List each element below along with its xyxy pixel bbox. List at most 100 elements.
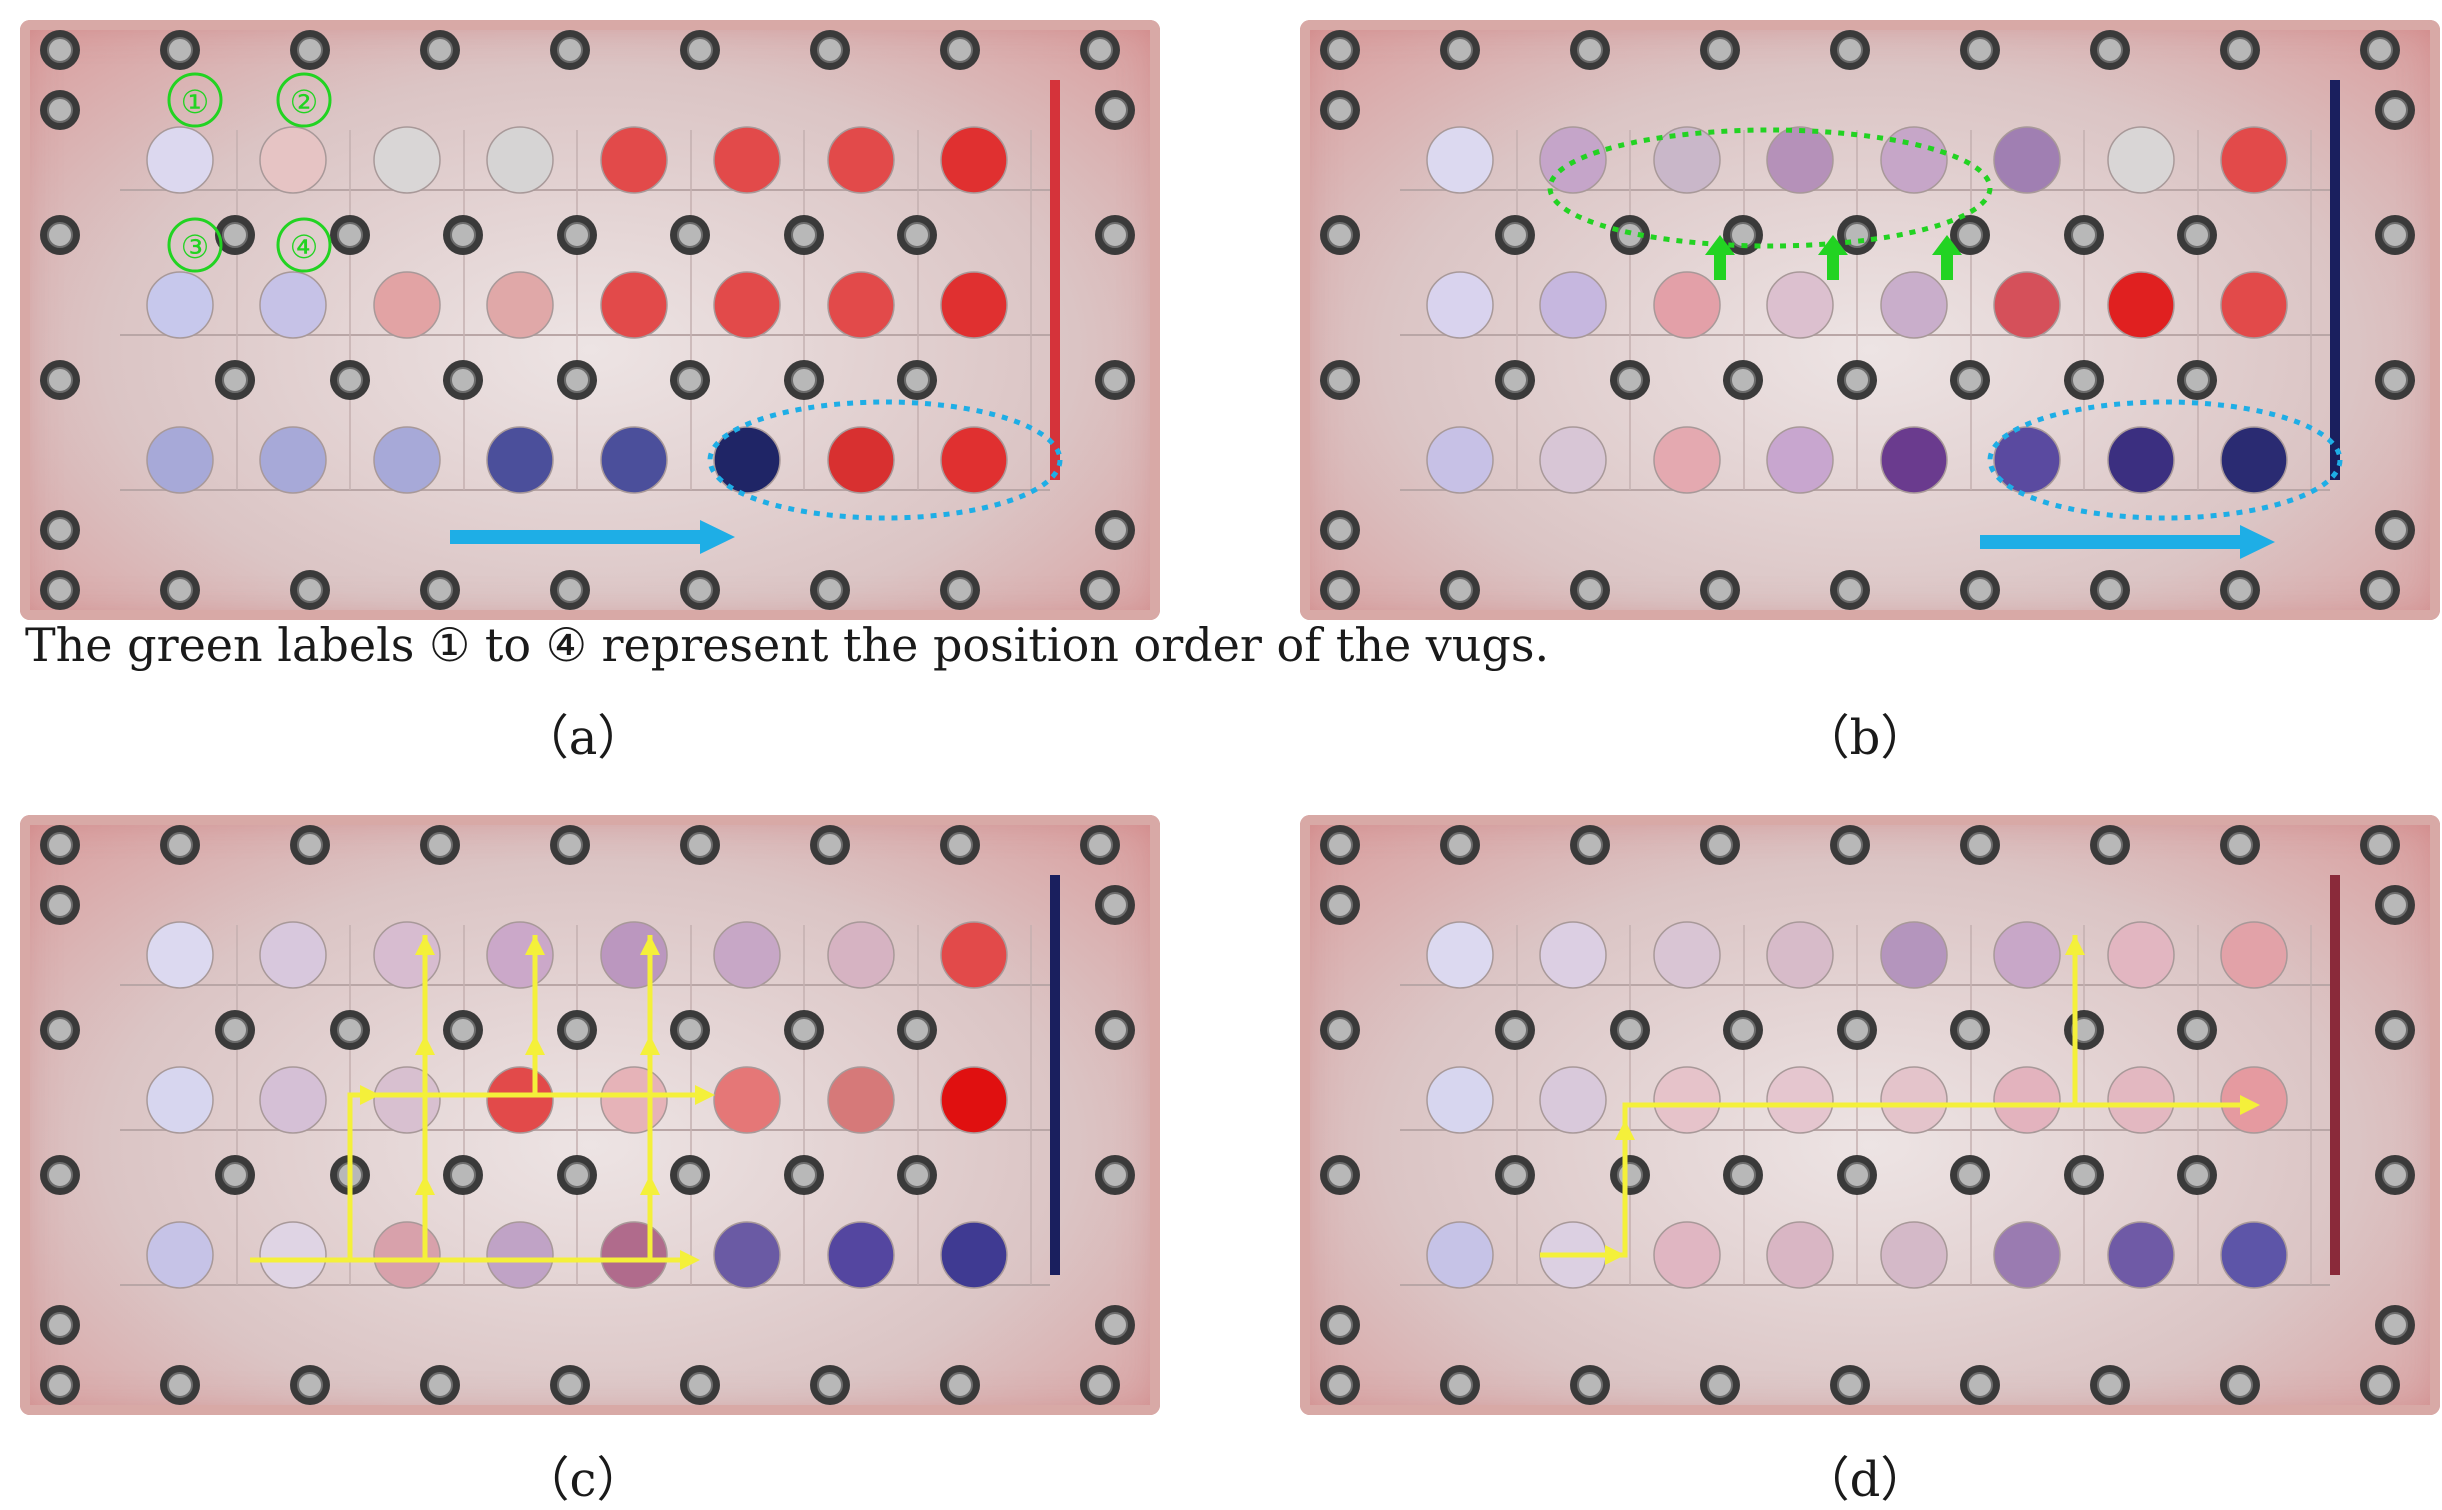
bolt-icon: [1095, 90, 1135, 130]
bolt-icon: [2375, 1155, 2415, 1195]
bolt-icon: [784, 360, 824, 400]
vug: [827, 426, 895, 494]
vug: [1993, 1221, 2061, 1289]
panel-b-photo: [1300, 20, 2440, 620]
yellow-flow-paths-c: [250, 935, 695, 1263]
vug-labels-a: ① ② ③ ④: [167, 72, 332, 273]
vug: [1539, 921, 1607, 989]
bolt-icon: [40, 510, 80, 550]
bolt-icon: [2375, 510, 2415, 550]
vug: [259, 271, 327, 339]
vug: [486, 1221, 554, 1289]
caption-a: （a）: [520, 710, 646, 766]
vug: [1426, 271, 1494, 339]
bolt-icon: [670, 1155, 710, 1195]
bolt-icon: [2360, 825, 2400, 865]
bolt-icon: [2090, 825, 2130, 865]
vug: [486, 1066, 554, 1134]
bolt-icon: [1495, 1155, 1535, 1195]
vug: [827, 271, 895, 339]
bolt-grid-a: [40, 30, 1135, 610]
outlet-tube-b: [2330, 80, 2340, 480]
bolt-icon: [1830, 1365, 1870, 1405]
green-up-arrows-b: [1705, 235, 1962, 280]
bolt-icon: [290, 30, 330, 70]
vug: [1766, 921, 1834, 989]
vug: [1766, 1221, 1834, 1289]
vug: [2107, 921, 2175, 989]
blue-dashed-ellipse-b: [1987, 399, 2343, 521]
bolt-icon: [420, 825, 460, 865]
vug: [1880, 271, 1948, 339]
bolt-icon: [1095, 510, 1135, 550]
bolt-icon: [1837, 1155, 1877, 1195]
vug: [146, 1066, 214, 1134]
blue-arrow-b: [1980, 525, 2275, 559]
bolt-icon: [40, 570, 80, 610]
bolt-icon: [2177, 1155, 2217, 1195]
bolt-icon: [420, 30, 460, 70]
vug: [1653, 426, 1721, 494]
vug-label-1: [167, 72, 223, 128]
bolt-icon: [1495, 360, 1535, 400]
vug: [1653, 1221, 1721, 1289]
bolt-icon: [1610, 1155, 1650, 1195]
vug: [940, 426, 1008, 494]
vug: [1993, 271, 2061, 339]
outlet-tube-c: [1050, 875, 1060, 1275]
vug: [2220, 126, 2288, 194]
vug: [1539, 426, 1607, 494]
vug-label-4-text: ④: [290, 228, 319, 266]
vug-label-4: [276, 217, 332, 273]
vug: [2220, 921, 2288, 989]
bolt-icon: [2375, 1305, 2415, 1345]
bolt-icon: [330, 215, 370, 255]
bolt-icon: [160, 825, 200, 865]
vug: [600, 126, 668, 194]
vug: [1880, 426, 1948, 494]
bolt-icon: [1830, 30, 1870, 70]
vug: [486, 271, 554, 339]
vug: [146, 426, 214, 494]
bolt-icon: [2064, 360, 2104, 400]
vug: [146, 126, 214, 194]
bolt-icon: [1960, 570, 2000, 610]
vug: [1993, 126, 2061, 194]
bolt-icon: [1320, 510, 1360, 550]
vug: [486, 426, 554, 494]
bolt-icon: [897, 1010, 937, 1050]
bolt-icon: [1095, 1010, 1135, 1050]
vug: [259, 126, 327, 194]
vug: [373, 271, 441, 339]
bolt-icon: [1723, 215, 1763, 255]
bolt-icon: [2375, 885, 2415, 925]
vug: [2220, 426, 2288, 494]
figure-note: The green labels ① to ④ represent the po…: [25, 618, 1550, 672]
outlet-tube-a: [1050, 80, 1060, 480]
vug: [1653, 1066, 1721, 1134]
vug: [1653, 921, 1721, 989]
yellow-flow-paths-d: [1540, 935, 2240, 1258]
green-dashed-ellipse-b: [1547, 127, 1993, 249]
vug: [1766, 1066, 1834, 1134]
bolt-icon: [680, 825, 720, 865]
bolt-icon: [1095, 1155, 1135, 1195]
bolt-icon: [2064, 1155, 2104, 1195]
vug: [2220, 1221, 2288, 1289]
bolt-icon: [1095, 885, 1135, 925]
bolt-icon: [1080, 570, 1120, 610]
bolt-icon: [1950, 360, 1990, 400]
bolt-icon: [670, 1010, 710, 1050]
vug: [940, 1221, 1008, 1289]
bolt-icon: [784, 1010, 824, 1050]
vug: [713, 1221, 781, 1289]
bolt-icon: [1950, 1010, 1990, 1050]
vug: [600, 1221, 668, 1289]
bolt-icon: [940, 30, 980, 70]
bolt-icon: [290, 825, 330, 865]
bolt-icon: [1320, 30, 1360, 70]
bolt-icon: [1320, 360, 1360, 400]
bolt-icon: [2177, 360, 2217, 400]
bolt-icon: [1320, 825, 1360, 865]
caption-b: （b）: [1801, 710, 1929, 766]
